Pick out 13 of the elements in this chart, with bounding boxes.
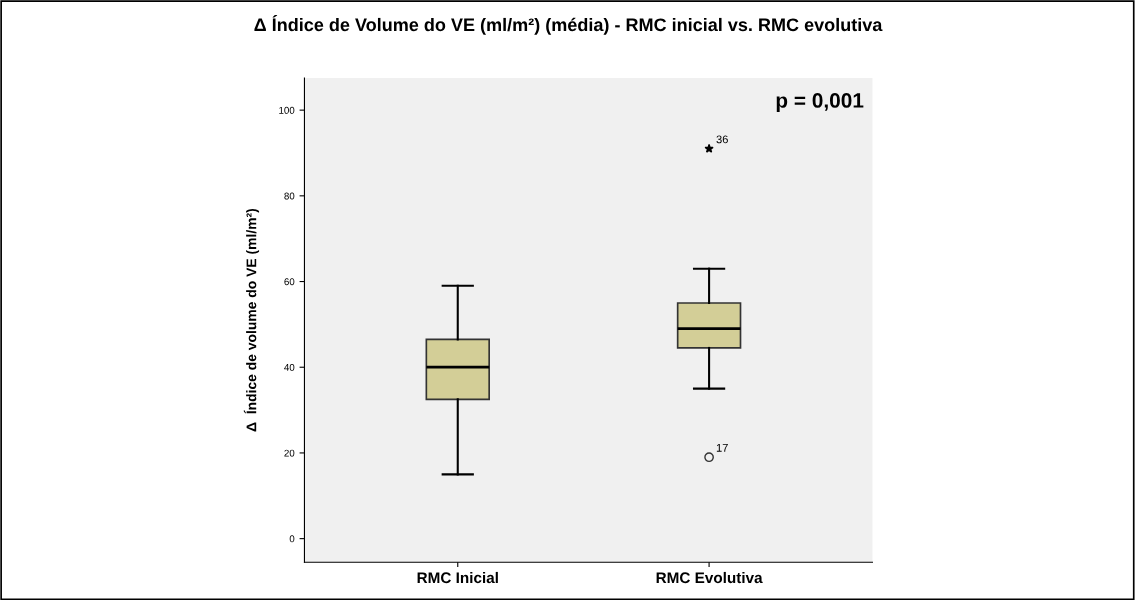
chart-title: Δ Índice de Volume do VE (ml/m²) (média) - RMC inicial vs. RMC evolutiva (254, 15, 883, 35)
y-tick-label: 80 (284, 192, 295, 200)
y-tick-label: 100 (279, 106, 295, 114)
y-tick-label: 0 (289, 535, 295, 543)
annotation: p = 0,001 (776, 93, 864, 112)
annotation: 36 (716, 135, 728, 144)
x-tick-label: RMC Evolutiva (656, 571, 763, 584)
x-tick-label: RMC Inicial (417, 571, 498, 584)
y-tick-label: 20 (284, 449, 295, 457)
y-tick-label: 60 (284, 278, 295, 286)
annotation: 17 (716, 444, 728, 452)
y-tick-label: 40 (284, 363, 295, 371)
y-axis-title: Δ Índice de volume do VE (ml/m²) (243, 208, 260, 432)
